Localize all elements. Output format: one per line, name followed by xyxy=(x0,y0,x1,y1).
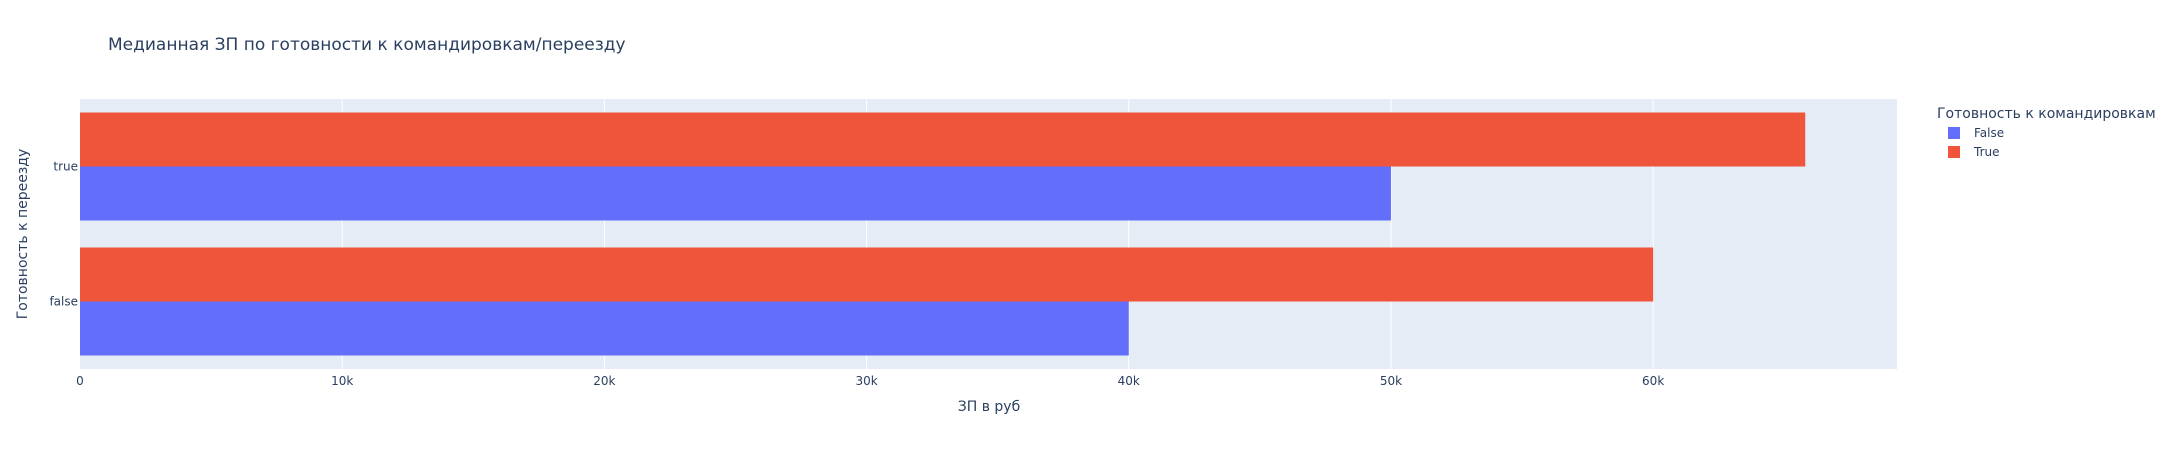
chart-title: Медианная ЗП по готовности к командировк… xyxy=(108,35,626,55)
bar-true-false xyxy=(80,247,1654,302)
x-tick-label: 20k xyxy=(593,374,615,388)
bar-false-false xyxy=(80,301,1129,356)
x-tick-label: 40k xyxy=(1118,374,1140,388)
x-tick-label: 30k xyxy=(855,374,877,388)
y-axis-label: Готовность к переезду xyxy=(15,149,31,320)
x-axis-label: ЗП в руб xyxy=(958,399,1020,415)
legend-label-false: False xyxy=(1974,126,2004,140)
y-axis-ticks: false true xyxy=(49,160,78,309)
legend-swatch-true xyxy=(1948,146,1960,158)
legend: Готовность к командировкам False True xyxy=(1937,106,2156,159)
y-tick-label: false xyxy=(49,295,78,309)
bar-false-true xyxy=(80,166,1391,221)
x-tick-label: 60k xyxy=(1642,374,1664,388)
x-tick-label: 0 xyxy=(76,374,84,388)
x-tick-label: 10k xyxy=(331,374,353,388)
x-axis-ticks: 0 10k 20k 30k 40k 50k 60k xyxy=(76,374,1664,388)
legend-label-true: True xyxy=(1973,145,2000,159)
legend-title: Готовность к командировкам xyxy=(1937,106,2156,122)
x-tick-label: 50k xyxy=(1380,374,1402,388)
legend-swatch-false xyxy=(1948,127,1960,139)
y-tick-label: true xyxy=(53,160,78,174)
bar-true-true xyxy=(80,112,1806,167)
bars xyxy=(80,112,1806,356)
